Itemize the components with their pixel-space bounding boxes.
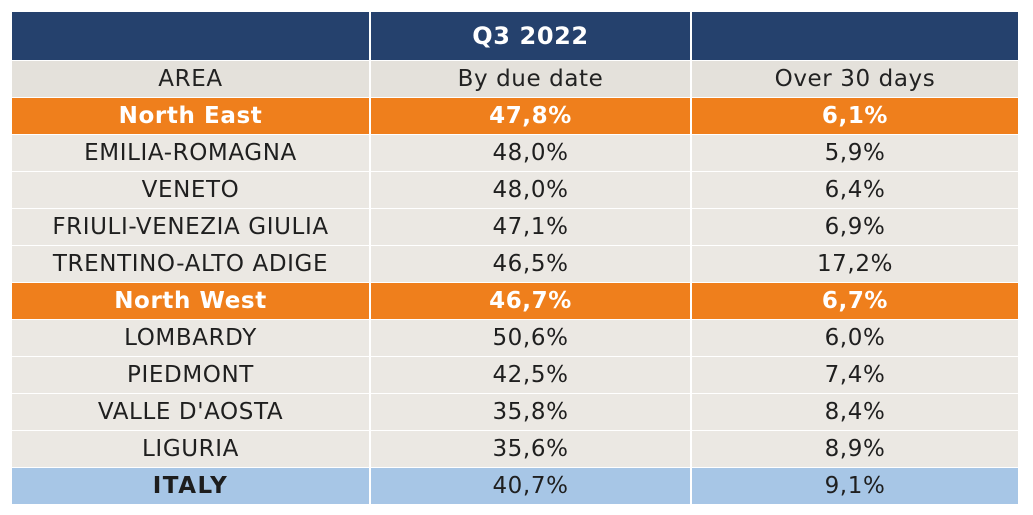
over-30-days-cell: 7,4% bbox=[692, 357, 1018, 393]
table-row: VALLE D'AOSTA 35,8% 8,4% bbox=[12, 394, 1018, 431]
by-due-date-cell: 46,5% bbox=[371, 246, 692, 282]
table-row: VENETO 48,0% 6,4% bbox=[12, 172, 1018, 209]
by-due-date-cell: 40,7% bbox=[371, 468, 692, 504]
area-cell: TRENTINO-ALTO ADIGE bbox=[12, 246, 371, 282]
area-cell: PIEDMONT bbox=[12, 357, 371, 393]
title-blank-cell-right bbox=[692, 12, 1018, 60]
over-30-days-cell: 6,7% bbox=[692, 283, 1018, 319]
column-header-area: AREA bbox=[12, 61, 371, 97]
over-30-days-cell: 6,9% bbox=[692, 209, 1018, 245]
area-cell: North East bbox=[12, 98, 371, 134]
area-cell: North West bbox=[12, 283, 371, 319]
by-due-date-cell: 47,8% bbox=[371, 98, 692, 134]
by-due-date-cell: 47,1% bbox=[371, 209, 692, 245]
over-30-days-cell: 5,9% bbox=[692, 135, 1018, 171]
area-cell: VALLE D'AOSTA bbox=[12, 394, 371, 430]
table-row: EMILIA-ROMAGNA 48,0% 5,9% bbox=[12, 135, 1018, 172]
by-due-date-cell: 50,6% bbox=[371, 320, 692, 356]
over-30-days-cell: 8,9% bbox=[692, 431, 1018, 467]
area-cell: VENETO bbox=[12, 172, 371, 208]
period-title: Q3 2022 bbox=[371, 12, 692, 60]
by-due-date-cell: 46,7% bbox=[371, 283, 692, 319]
table-row: TRENTINO-ALTO ADIGE 46,5% 17,2% bbox=[12, 246, 1018, 283]
area-cell: EMILIA-ROMAGNA bbox=[12, 135, 371, 171]
header-row: AREA By due date Over 30 days bbox=[12, 61, 1018, 98]
area-cell: LOMBARDY bbox=[12, 320, 371, 356]
table-row: LOMBARDY 50,6% 6,0% bbox=[12, 320, 1018, 357]
area-cell: ITALY bbox=[12, 468, 371, 504]
by-due-date-cell: 48,0% bbox=[371, 135, 692, 171]
over-30-days-cell: 9,1% bbox=[692, 468, 1018, 504]
column-header-over-30-days: Over 30 days bbox=[692, 61, 1018, 97]
table-row: PIEDMONT 42,5% 7,4% bbox=[12, 357, 1018, 394]
area-cell: FRIULI-VENEZIA GIULIA bbox=[12, 209, 371, 245]
over-30-days-cell: 6,1% bbox=[692, 98, 1018, 134]
region-row: North East 47,8% 6,1% bbox=[12, 98, 1018, 135]
over-30-days-cell: 6,4% bbox=[692, 172, 1018, 208]
table-body: North East 47,8% 6,1% EMILIA-ROMAGNA 48,0% 5,… bbox=[12, 98, 1018, 505]
table-row: FRIULI-VENEZIA GIULIA 47,1% 6,9% bbox=[12, 209, 1018, 246]
over-30-days-cell: 6,0% bbox=[692, 320, 1018, 356]
region-row: North West 46,7% 6,7% bbox=[12, 283, 1018, 320]
over-30-days-cell: 8,4% bbox=[692, 394, 1018, 430]
by-due-date-cell: 35,8% bbox=[371, 394, 692, 430]
over-30-days-cell: 17,2% bbox=[692, 246, 1018, 282]
title-blank-cell bbox=[12, 12, 371, 60]
table-row: LIGURIA 35,6% 8,9% bbox=[12, 431, 1018, 468]
title-row: Q3 2022 bbox=[12, 12, 1018, 61]
by-due-date-cell: 42,5% bbox=[371, 357, 692, 393]
by-due-date-cell: 35,6% bbox=[371, 431, 692, 467]
column-header-by-due-date: By due date bbox=[371, 61, 692, 97]
by-due-date-cell: 48,0% bbox=[371, 172, 692, 208]
data-table: Q3 2022 AREA By due date Over 30 days No… bbox=[12, 12, 1018, 505]
area-cell: LIGURIA bbox=[12, 431, 371, 467]
total-row: ITALY 40,7% 9,1% bbox=[12, 468, 1018, 505]
